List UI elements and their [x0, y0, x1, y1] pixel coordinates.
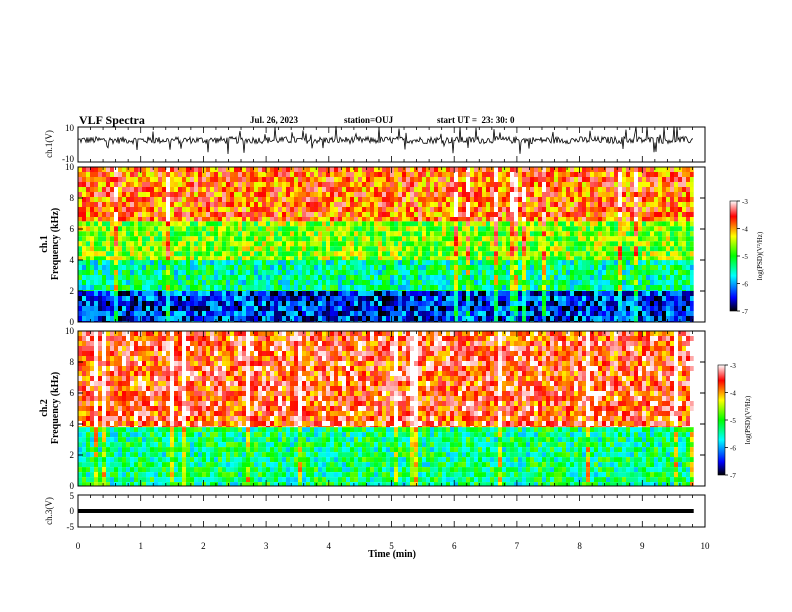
ch1-freq-ticks: 0 2 4 6 8 10 — [65, 162, 705, 327]
colorbar-tick-label: -5 — [742, 253, 748, 261]
colorbar-tick-label: -3 — [730, 362, 736, 370]
time-tick-label: 4 — [327, 541, 332, 551]
ch2-ylabel-channel: ch.2 — [39, 399, 50, 417]
ch1-ylabel: ch.1(V) — [44, 130, 54, 158]
freq-tick-label: 2 — [70, 450, 75, 460]
ch2-colorbar-label: log(PSD)(V²/Hz) — [744, 395, 752, 444]
x-axis-label: Time (min) — [368, 549, 416, 560]
header-station: station=OUJ — [344, 115, 394, 125]
colorbar-tick-label: -6 — [730, 445, 736, 453]
ch3-ytick-bottom: -5 — [67, 522, 75, 532]
colorbar-tick-label: -5 — [730, 417, 736, 425]
ch3-ytick-top: 5 — [70, 491, 75, 501]
freq-tick-label: 6 — [70, 224, 75, 234]
colorbar-tick-label: -7 — [730, 472, 736, 480]
time-tick-label: 6 — [452, 541, 457, 551]
header-date: Jul. 26, 2023 — [250, 115, 299, 125]
freq-tick-label: 8 — [70, 193, 75, 203]
ch2-colorbar-ticks: -3 -4 -5 -6 -7 — [725, 362, 736, 480]
colorbar-tick-label: -6 — [742, 281, 748, 289]
ch1-colorbar — [729, 200, 738, 312]
time-tick-label: 10 — [701, 541, 711, 551]
ch1-ylabel-frequency: Frequency (kHz) — [50, 208, 61, 280]
ch1-ytick-top: 10 — [65, 123, 75, 133]
freq-tick-label: 2 — [70, 286, 75, 296]
freq-tick-label: 0 — [70, 481, 75, 491]
ch2-spectrogram-image — [78, 331, 705, 486]
ch2-ylabel-frequency: Frequency (kHz) — [50, 372, 61, 444]
time-tick-label: 7 — [515, 541, 520, 551]
ch1-waveform-trace — [77, 126, 694, 155]
ch3-waveform-trace — [78, 509, 694, 513]
figure-title: VLF Spectra — [79, 113, 145, 127]
header-start-time: start UT = 23: 30: 0 — [437, 115, 515, 125]
time-tick-label: 1 — [138, 541, 143, 551]
colorbar-tick-label: -4 — [742, 226, 748, 234]
ch2-colorbar — [717, 364, 726, 476]
time-tick-label: 2 — [201, 541, 206, 551]
time-tick-label: 5 — [389, 541, 394, 551]
colorbar-tick-label: -3 — [742, 198, 748, 206]
freq-tick-label: 10 — [65, 162, 75, 172]
time-tick-label: 9 — [640, 541, 645, 551]
colorbar-tick-label: -4 — [730, 390, 736, 398]
ch1-colorbar-ticks: -3 -4 -5 -6 -7 — [737, 198, 748, 316]
ch1-ylabel-channel: ch.1 — [39, 235, 50, 253]
freq-tick-label: 10 — [65, 326, 75, 336]
ch3-waveform-panel: 5 0 -5 ch.3(V) — [44, 491, 706, 532]
freq-tick-label: 4 — [70, 419, 75, 429]
time-axis: 0 1 2 3 4 5 6 7 8 9 10 — [76, 127, 710, 551]
ch1-waveform-panel: 10 -10 ch.1(V) — [44, 123, 706, 164]
freq-tick-label: 6 — [70, 388, 75, 398]
ch3-ylabel: ch.3(V) — [44, 497, 54, 525]
time-tick-label: 3 — [264, 541, 269, 551]
time-tick-label: 8 — [577, 541, 582, 551]
freq-tick-label: 4 — [70, 255, 75, 265]
colorbar-tick-label: -7 — [742, 308, 748, 316]
time-tick-label: 0 — [76, 541, 81, 551]
freq-tick-label: 8 — [70, 357, 75, 367]
ch1-spectrogram-image — [78, 167, 705, 322]
ch3-ytick-mid: 0 — [70, 506, 75, 516]
freq-tick-label: 0 — [70, 317, 75, 327]
ch2-freq-ticks: 0 2 4 6 8 10 — [65, 326, 705, 491]
ch1-colorbar-label: log(PSD)(V²/Hz) — [756, 231, 764, 280]
ch1-ytick-bottom: -10 — [62, 154, 74, 164]
